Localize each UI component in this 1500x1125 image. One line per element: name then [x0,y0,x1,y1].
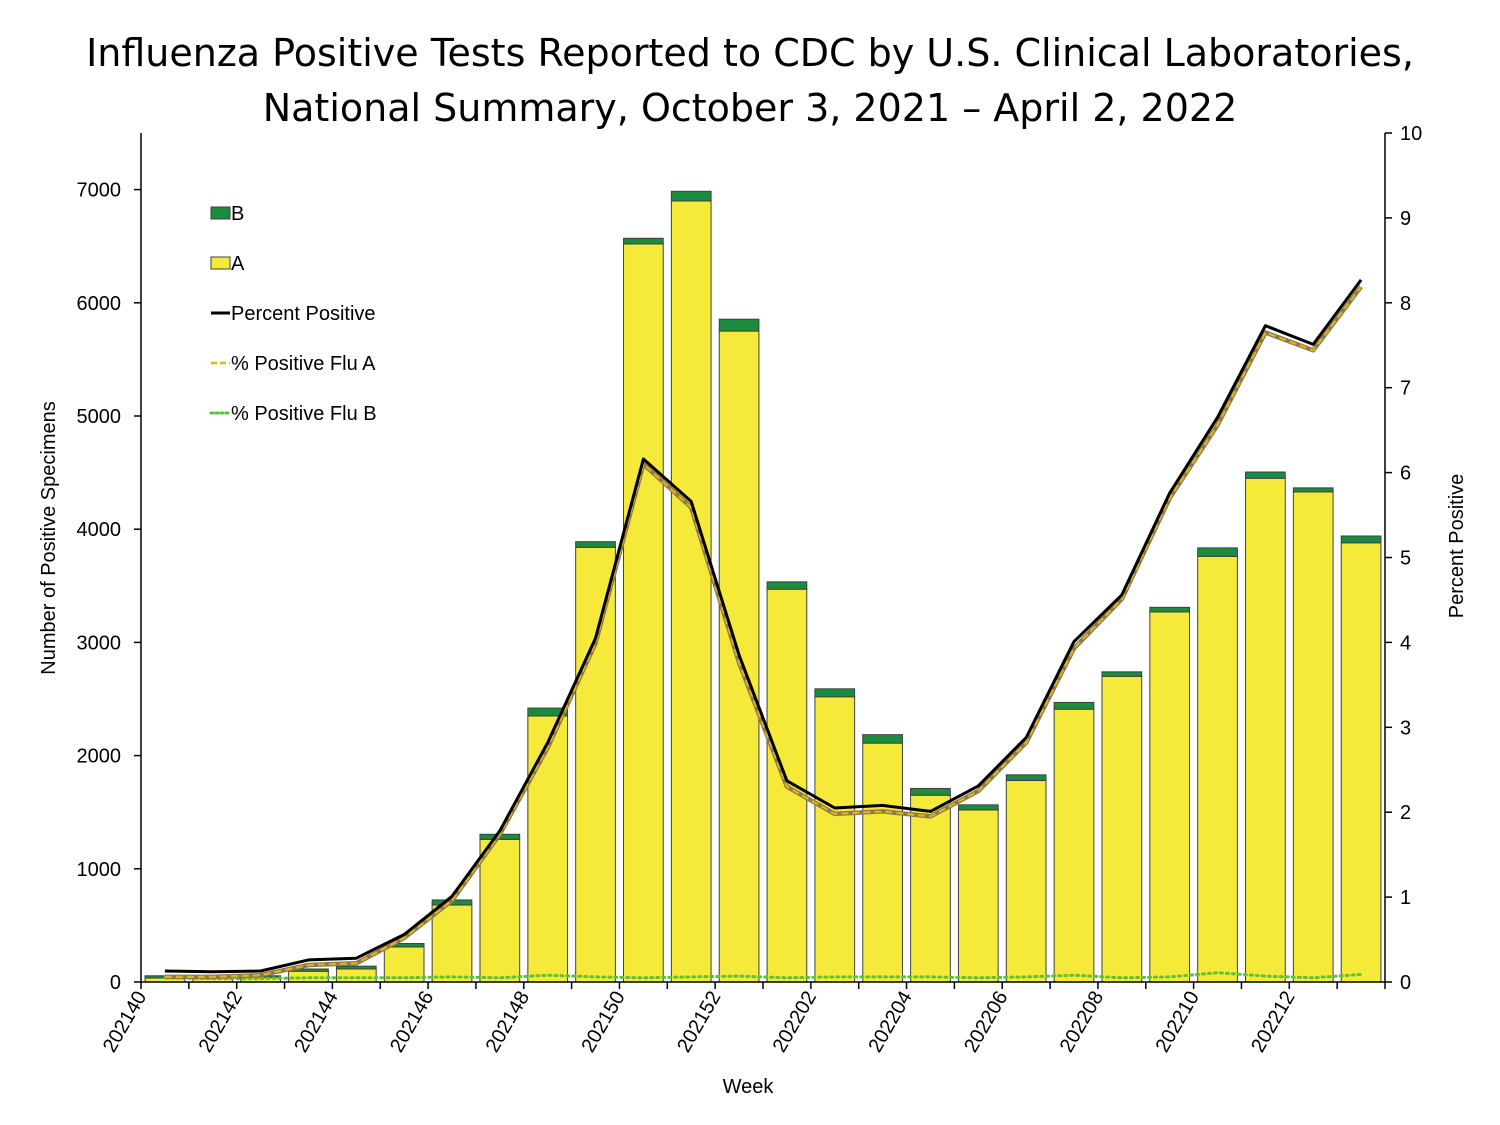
x-tick-label-202144: 202144 [290,988,342,1057]
legend-label-2: Percent Positive [231,303,376,325]
legend-label-3: % Positive Flu A [231,353,376,375]
legend-label-4: % Positive Flu B [231,403,377,425]
bar-a-202148 [527,715,569,983]
x-tick-label-202208: 202208 [1056,988,1108,1057]
y2-tick-label-3: 3 [1400,717,1411,739]
bar-b-202151 [670,190,712,202]
bar-b-202213 [1340,535,1382,544]
y-axis-title: Number of Positive Specimens [38,401,60,674]
y2-tick-label-10: 10 [1400,123,1422,145]
y2-tick-label-4: 4 [1400,632,1411,654]
legend-swatch-b [210,206,231,220]
x-tick-label-202152: 202152 [673,988,725,1057]
bar-a-202212 [1292,491,1334,983]
bar-b-202207 [1053,701,1095,710]
bar-a-202207 [1053,708,1095,983]
x-tick-label-202206: 202206 [960,988,1012,1057]
bar-a-202204 [910,794,951,983]
y-tick-label-7000: 7000 [77,180,122,202]
y2-tick-label-5: 5 [1400,548,1411,570]
chart-subtitle: National Summary, October 3, 2021 – Apri… [263,86,1238,130]
bar-b-202210 [1197,547,1238,557]
bar-a-202202 [814,696,856,983]
x-tick-label-202204: 202204 [864,988,916,1057]
bar-a-202147 [479,838,521,983]
y-tick-label-3000: 3000 [77,632,122,654]
x-tick-label-202140: 202140 [99,988,151,1057]
y2-tick-label-1: 1 [1400,887,1411,909]
bar-a-202208 [1101,675,1143,983]
x-tick-label-202210: 202210 [1152,988,1204,1057]
legend-swatch-a [210,256,231,270]
bar-a-202205 [957,809,999,983]
y-tick-label-2000: 2000 [77,746,122,768]
bar-a-202206 [1005,780,1047,983]
line-percent-positive [164,279,1363,974]
y2-tick-label-0: 0 [1400,972,1411,994]
x-tick-label-202212: 202212 [1247,988,1299,1057]
lines-layer [163,279,1363,981]
y-tick-label-6000: 6000 [77,293,122,315]
bar-b-202149 [575,541,616,548]
bar-a-202151 [670,200,712,983]
bar-b-202202 [814,688,856,698]
legend-label-0: B [231,203,244,225]
y2-tick-label-9: 9 [1400,208,1411,230]
y-tick-label-4000: 4000 [77,519,122,541]
bar-b-202211 [1245,471,1286,479]
bar-a-202210 [1197,555,1238,983]
bar-a-202149 [575,546,616,983]
legend: B A Percent Positive % Positive Flu A % Posi… [209,203,377,425]
y2-tick-label-7: 7 [1400,378,1411,400]
line-pct-flu-b [163,971,1363,981]
y-tick-label-0: 0 [110,972,121,994]
bar-b-202206 [1005,774,1047,782]
bar-b-202204 [910,787,951,796]
y-tick-label-5000: 5000 [77,406,122,428]
y2-tick-label-8: 8 [1400,293,1411,315]
x-tick-label-202148: 202148 [482,988,534,1057]
bars-layer [144,190,1382,983]
y-tick-label-1000: 1000 [77,859,122,881]
line-pct-flu-a [164,286,1362,978]
bar-b-202203 [862,734,903,744]
bar-a-202146 [431,904,473,983]
bar-b-202144 [335,965,377,970]
x-tick-label-202142: 202142 [195,988,247,1057]
y2-tick-label-6: 6 [1400,463,1411,485]
x-tick-label-202146: 202146 [386,988,438,1057]
bar-b-202148 [527,707,569,717]
bar-b-202152 [718,318,760,332]
bar-a-202209 [1149,611,1191,983]
x-tick-label-202150: 202150 [577,988,629,1057]
bar-b-202205 [957,804,999,811]
y2-tick-label-2: 2 [1400,802,1411,824]
bar-b-202208 [1101,671,1143,677]
bar-b-202212 [1292,487,1334,493]
bar-b-202150 [623,237,664,245]
x-tick-label-202202: 202202 [769,988,821,1057]
bar-a-202144 [335,968,377,983]
chart-title: Influenza Positive Tests Reported to CDC… [86,31,1414,75]
legend-label-1: A [231,253,245,275]
bar-a-202211 [1245,477,1286,983]
bar-a-202203 [862,742,903,983]
bar-a-202213 [1340,542,1382,983]
y2-axis-title: Percent Positive [1446,474,1468,619]
bar-a-202150 [623,243,664,983]
x-axis-title: Week [723,1076,775,1098]
bar-b-202201 [766,581,808,590]
bar-b-202209 [1149,606,1191,613]
